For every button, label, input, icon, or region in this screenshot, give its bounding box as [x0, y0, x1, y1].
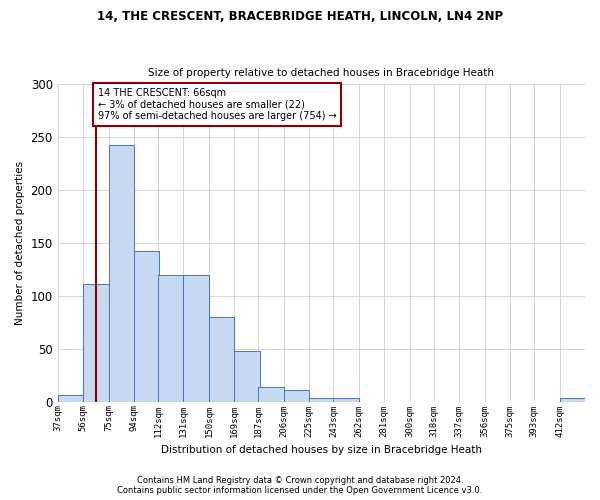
Bar — [109, 144, 134, 402]
Bar — [134, 252, 160, 402]
X-axis label: Distribution of detached houses by size in Bracebridge Heath: Distribution of detached houses by size … — [161, 445, 482, 455]
Title: Size of property relative to detached houses in Bracebridge Heath: Size of property relative to detached ho… — [148, 68, 494, 78]
Text: 14, THE CRESCENT, BRACEBRIDGE HEATH, LINCOLN, LN4 2NP: 14, THE CRESCENT, BRACEBRIDGE HEATH, LIN… — [97, 10, 503, 23]
Bar — [209, 317, 235, 402]
Bar — [560, 398, 585, 402]
Text: Contains HM Land Registry data © Crown copyright and database right 2024.
Contai: Contains HM Land Registry data © Crown c… — [118, 476, 482, 495]
Bar — [284, 390, 309, 402]
Bar — [58, 396, 83, 402]
Bar — [309, 398, 335, 402]
Bar — [184, 274, 209, 402]
Bar — [158, 274, 184, 402]
Bar — [235, 351, 260, 402]
Bar — [334, 398, 359, 402]
Bar — [259, 387, 284, 402]
Y-axis label: Number of detached properties: Number of detached properties — [15, 161, 25, 325]
Text: 14 THE CRESCENT: 66sqm
← 3% of detached houses are smaller (22)
97% of semi-deta: 14 THE CRESCENT: 66sqm ← 3% of detached … — [98, 88, 337, 120]
Bar — [83, 284, 109, 402]
